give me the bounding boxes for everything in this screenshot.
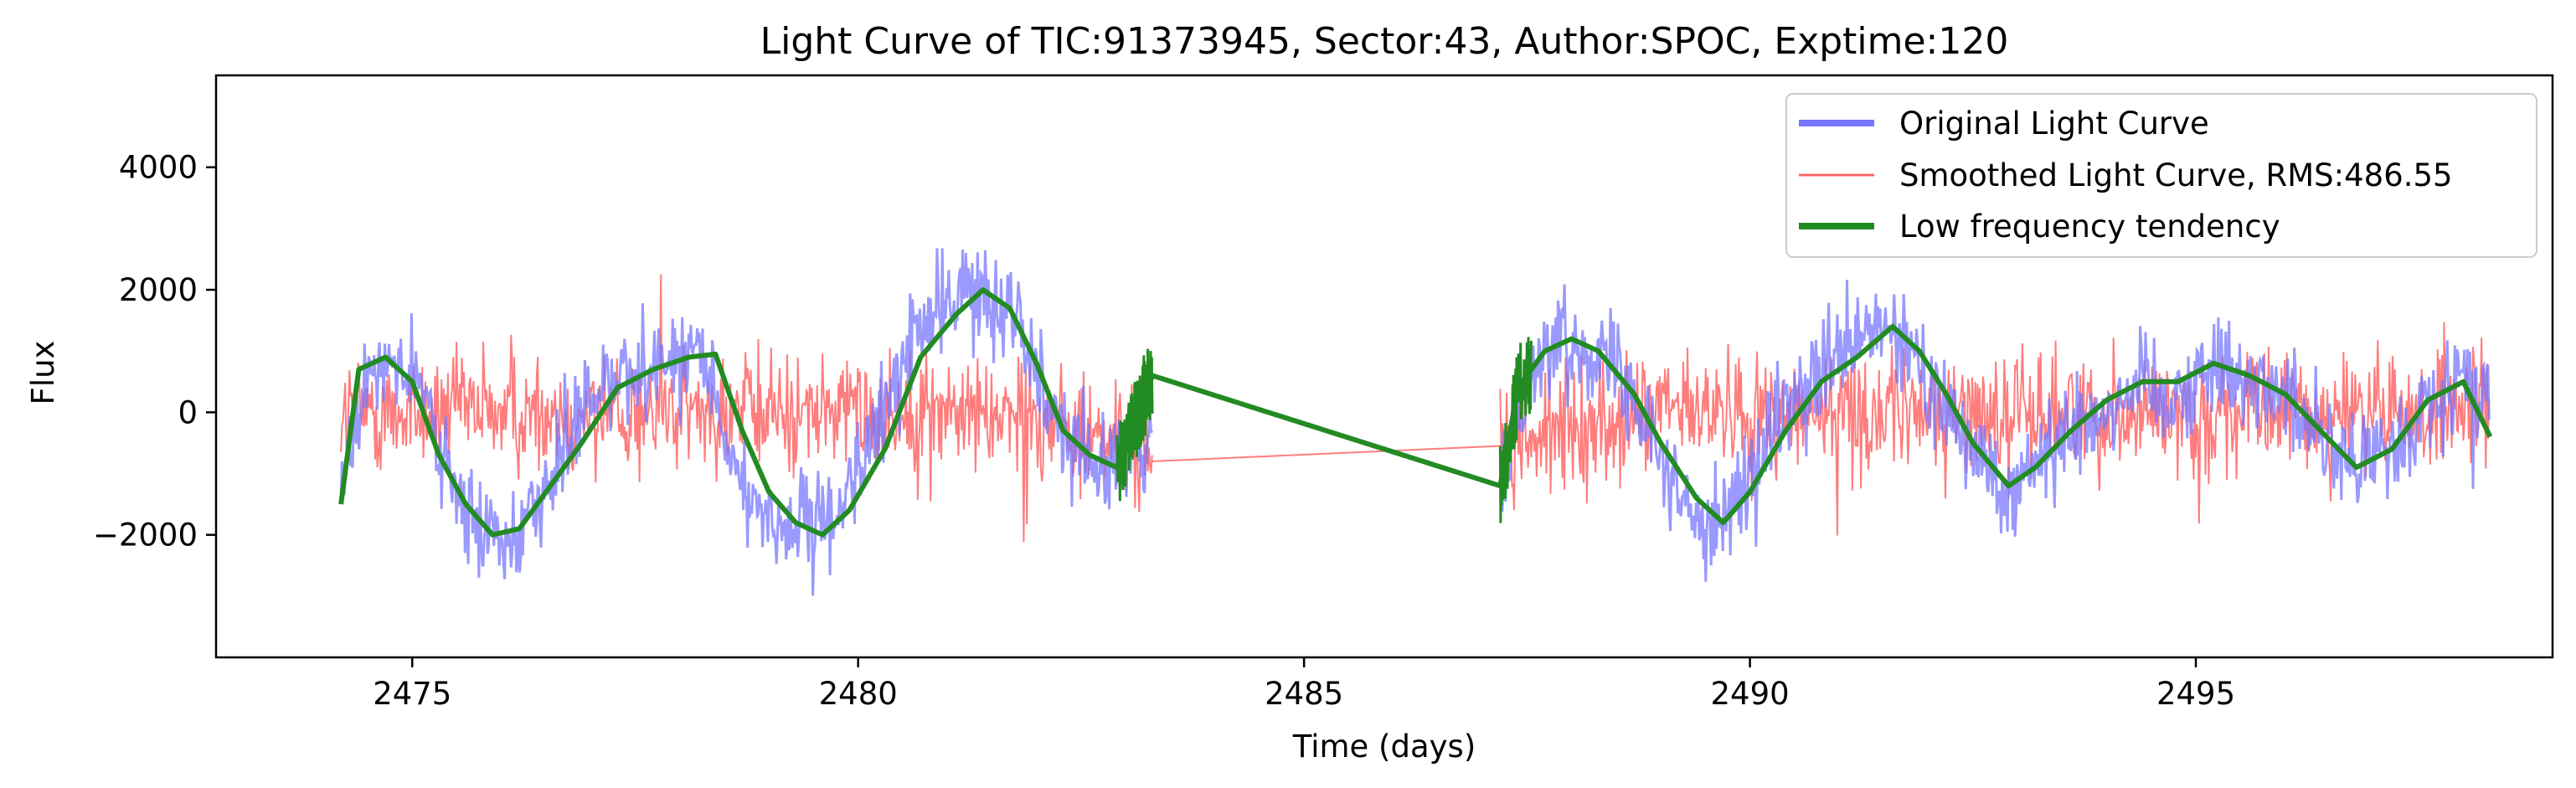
x-axis-label: Time (days) <box>1292 729 1476 765</box>
legend-box <box>1785 93 2537 258</box>
legend-label-tendency: Low frequency tendency <box>1899 209 2280 245</box>
y-tick-label: 2000 <box>119 272 198 308</box>
x-tick-label: 2480 <box>819 676 898 712</box>
chart-title: Light Curve of TIC:91373945, Sector:43, … <box>760 20 2009 63</box>
series-original-light-curve <box>339 248 2491 596</box>
x-tick-label: 2475 <box>373 676 451 712</box>
x-tick-label: 2495 <box>2156 676 2235 712</box>
legend-label-smoothed: Smoothed Light Curve, RMS:486.55 <box>1899 157 2453 193</box>
x-tick-label: 2485 <box>1265 676 1343 712</box>
tendency-gap-edge-left <box>1115 348 1154 502</box>
x-tick-label: 2490 <box>1711 676 1790 712</box>
plot-frame <box>214 74 2554 659</box>
y-tick-label: 0 <box>178 394 198 430</box>
y-tick-label: 4000 <box>119 150 198 186</box>
tendency-gap-edge-right <box>1498 337 1533 523</box>
legend: Original Light Curve Smoothed Light Curv… <box>1785 93 2537 258</box>
y-tick-label: −2000 <box>93 518 198 554</box>
legend-label-original: Original Light Curve <box>1899 106 2209 142</box>
y-axis-label: Flux <box>25 341 61 405</box>
